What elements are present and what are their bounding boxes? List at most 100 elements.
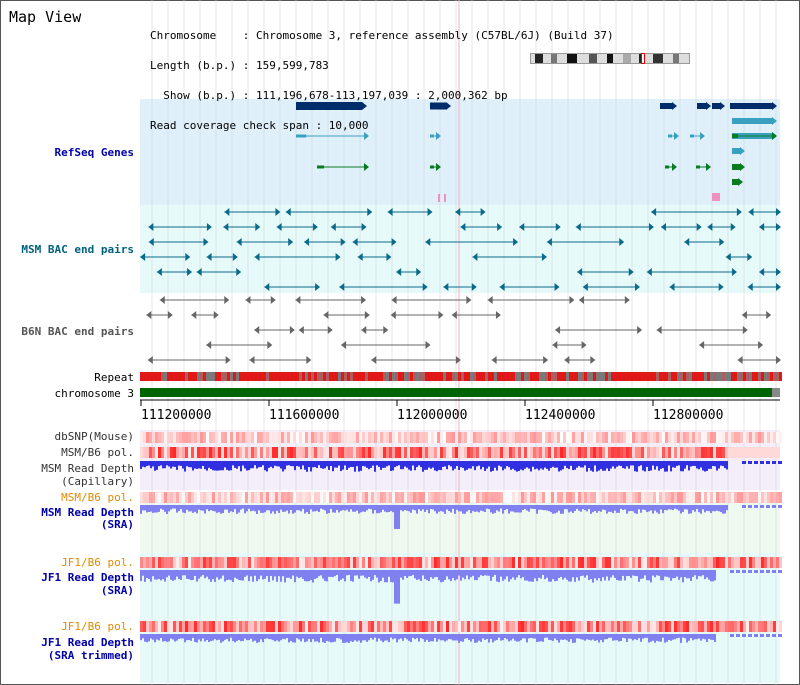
repeat-segment (629, 372, 632, 381)
jf1-b6-pol-2-cell (530, 621, 533, 632)
jf1-b6-pol-2-cell (440, 621, 443, 632)
repeat-segment (320, 372, 323, 381)
repeat-segment (530, 372, 533, 381)
jf1-depth-sra-bar (458, 570, 460, 576)
msm-depth-sra-bar (692, 505, 694, 511)
jf1-b6-pol-cell (695, 557, 698, 568)
msm-b6-pol-2-cell (455, 492, 458, 503)
msm-depth-sra-bar (378, 505, 380, 514)
msm-depth-capillary-bar (268, 461, 270, 468)
msm-depth-sra-bar (276, 505, 278, 511)
dbsnp-cell (770, 432, 773, 443)
dbsnp-cell (569, 432, 572, 443)
repeat-segment (509, 372, 512, 381)
jf1-depth-sra-bar (352, 570, 354, 582)
msm-depth-capillary-bar (220, 461, 222, 471)
msm-depth-sra-bar (160, 505, 162, 509)
track-label-chromosome[interactable]: chromosome 3 (54, 387, 134, 400)
msm-bac-pair-end (480, 208, 486, 216)
jf1-b6-pol-2-cell (656, 621, 659, 632)
track-label-msm-bac[interactable]: MSM BAC end pairs (21, 243, 134, 256)
jf1-depth-trimmed-bar (714, 634, 716, 642)
msm-depth-capillary-bar (594, 461, 596, 466)
jf1-depth-sra-bar (502, 570, 504, 581)
track-label-msm-b6-pol[interactable]: MSM/B6 pol. (61, 446, 134, 459)
msm-b6-pol-2-cell (575, 492, 578, 503)
jf1-depth-sra-bar (544, 570, 546, 580)
msm-depth-sra-bar (534, 505, 536, 510)
jf1-depth-sra-bar (486, 570, 488, 576)
msm-depth-sra-bar (152, 505, 154, 513)
jf1-depth-trimmed-bar (698, 634, 700, 639)
jf1-depth-trimmed-bar (354, 634, 356, 641)
track-label-refseq[interactable]: RefSeq Genes (54, 146, 134, 159)
jf1-b6-pol-cell (590, 557, 593, 568)
b6n-bac-pair-end (327, 326, 333, 334)
jf1-depth-trimmed-bar (652, 634, 654, 641)
jf1-depth-trimmed-bar (242, 634, 244, 642)
b6n-bac-pair-end (624, 296, 630, 304)
jf1-b6-pol-2-cell (290, 621, 293, 632)
jf1-depth-sra-bar (598, 570, 600, 579)
chromosome-ideogram[interactable] (530, 53, 690, 64)
dbsnp-cell (317, 432, 320, 443)
msm-depth-capillary-bar (420, 461, 422, 468)
jf1-depth-trimmed-bar-tail (736, 634, 740, 637)
jf1-depth-sra-bar (274, 570, 276, 577)
jf1-depth-sra-bar (440, 570, 442, 583)
jf1-depth-sra-bar (684, 570, 686, 578)
track-label-jf1-depth-trimmed[interactable]: JF1 Read Depth (41, 636, 134, 649)
jf1-b6-pol-cell (650, 557, 653, 568)
jf1-depth-trimmed-bar-tail (760, 634, 764, 637)
jf1-depth-trimmed-bar (710, 634, 712, 640)
repeat-segment (170, 372, 173, 381)
msm-b6-pol-2-cell (662, 492, 665, 503)
jf1-depth-sra-bar-tail (736, 570, 740, 573)
msm-b6-pol-cell (533, 447, 536, 458)
jf1-b6-pol-cell (488, 557, 491, 568)
track-label-msm-depth-sra[interactable]: MSM Read Depth (41, 506, 134, 519)
msm-b6-pol-2-cell (665, 492, 668, 503)
msm-depth-capillary-bar (566, 461, 568, 469)
repeat-segment (494, 372, 497, 381)
track-label-jf1-b6-pol-2[interactable]: JF1/B6 pol. (61, 620, 134, 633)
track-label-jf1-b6-pol[interactable]: JF1/B6 pol. (61, 556, 134, 569)
refseq-gene-arrow (738, 178, 743, 186)
dbsnp-cell (338, 432, 341, 443)
track-label-msm-depth-capillary[interactable]: MSM Read Depth (41, 462, 134, 475)
msm-depth-capillary-bar (142, 461, 144, 467)
msm-b6-pol-cell (656, 447, 659, 458)
track-label-repeat[interactable]: Repeat (94, 371, 134, 384)
msm-b6-pol-cell (152, 447, 155, 458)
msm-depth-capillary-bar (378, 461, 380, 467)
jf1-depth-trimmed-bar (496, 634, 498, 641)
msm-depth-sra-bar (404, 505, 406, 511)
b6n-bac-pair-end (361, 296, 367, 304)
jf1-b6-pol-cell (554, 557, 557, 568)
dbsnp-cell (572, 432, 575, 443)
jf1-depth-trimmed-bar (222, 634, 224, 642)
jf1-depth-sra-bar (624, 570, 626, 581)
jf1-depth-sra-bar (438, 570, 440, 581)
msm-depth-capillary-bar (612, 461, 614, 467)
dbsnp-cell (485, 432, 488, 443)
msm-depth-sra-bar (540, 505, 542, 510)
jf1-depth-trimmed-bar (312, 634, 314, 640)
msm-depth-capillary-bar (306, 461, 308, 472)
dbsnp-cell (749, 432, 752, 443)
dbsnp-cell (272, 432, 275, 443)
jf1-depth-sra-bar (524, 570, 526, 581)
track-label-b6n-bac[interactable]: B6N BAC end pairs (21, 325, 134, 338)
jf1-b6-pol-cell (485, 557, 488, 568)
msm-b6-pol-cell (149, 447, 152, 458)
track-label-msm-b6-pol-2[interactable]: MSM/B6 pol. (61, 491, 134, 504)
jf1-b6-pol-2-cell (401, 621, 404, 632)
jf1-depth-sra-bar (568, 570, 570, 582)
track-label-dbsnp[interactable]: dbSNP(Mouse) (54, 430, 134, 443)
jf1-depth-trimmed-bar (176, 634, 178, 641)
msm-depth-capillary-bar (368, 461, 370, 470)
jf1-depth-trimmed-bar (702, 634, 704, 639)
track-label-jf1-depth-sra[interactable]: JF1 Read Depth (41, 571, 134, 584)
jf1-b6-pol-2-cell (650, 621, 653, 632)
